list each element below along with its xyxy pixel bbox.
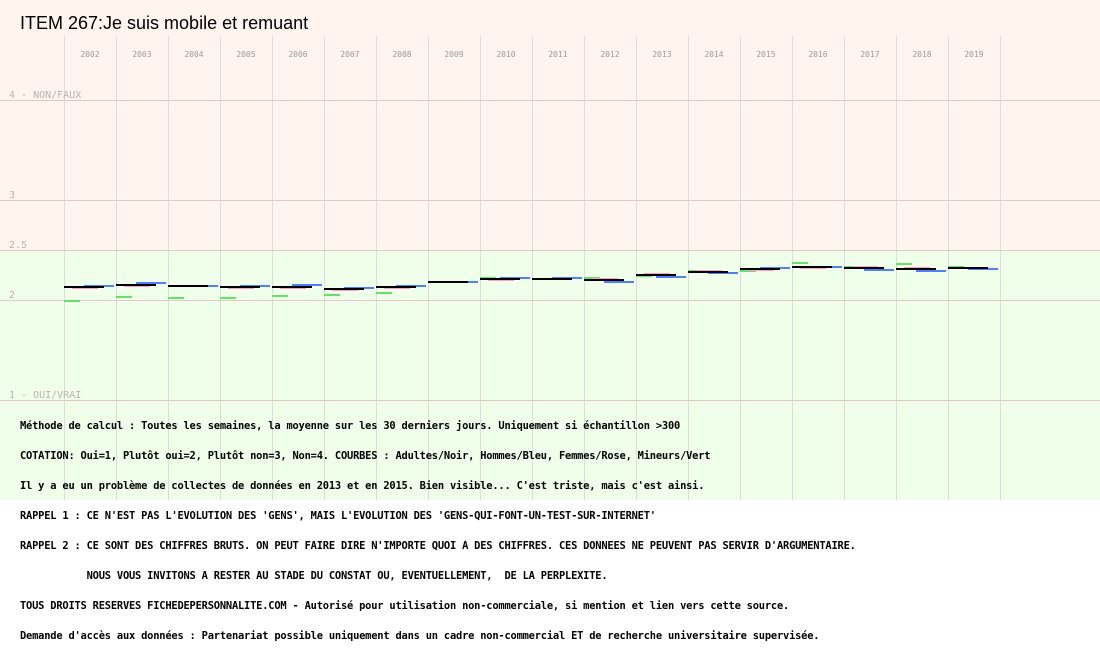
note-line: Il y a eu un problème de collectes de do…: [20, 480, 705, 492]
y-tick-label: 4 - NON/FAUX: [9, 90, 81, 101]
background-zones: [0, 0, 1100, 500]
x-tick-label: 2006: [288, 50, 307, 59]
note-line: TOUS DROITS RESERVES FICHEDEPERSONNALITE…: [20, 600, 790, 612]
y-axis-ticks: 4 - NON/FAUX 3 2.5 2 1 - OUI/VRAI: [9, 90, 81, 401]
x-tick-label: 2013: [652, 50, 671, 59]
x-tick-label: 2011: [548, 50, 567, 59]
x-tick-label: 2012: [600, 50, 619, 59]
x-tick-label: 2008: [392, 50, 411, 59]
x-tick-label: 2007: [340, 50, 359, 59]
note-line: Demande d'accès aux données : Partenaria…: [20, 630, 820, 642]
x-tick-label: 2015: [756, 50, 775, 59]
note-line: RAPPEL 2 : CE SONT DES CHIFFRES BRUTS. O…: [20, 540, 856, 552]
x-tick-label: 2018: [912, 50, 931, 59]
zone-band: [0, 250, 1100, 500]
chart-title: ITEM 267:Je suis mobile et remuant: [20, 13, 308, 33]
x-tick-label: 2009: [444, 50, 463, 59]
x-tick-label: 2019: [964, 50, 983, 59]
y-tick-label: 2.5: [9, 240, 27, 251]
x-tick-label: 2003: [132, 50, 151, 59]
x-tick-label: 2016: [808, 50, 827, 59]
y-tick-label: 1 - OUI/VRAI: [9, 390, 81, 401]
note-line: NOUS VOUS INVITONS A RESTER AU STADE DU …: [20, 570, 608, 582]
x-tick-label: 2010: [496, 50, 515, 59]
x-tick-label: 2002: [80, 50, 99, 59]
x-tick-label: 2017: [860, 50, 879, 59]
zone-band: [0, 0, 1100, 250]
x-axis-ticks: 2002 2003 2004 2005 2006 2007 2008 2009 2010 2011…: [80, 50, 983, 59]
note-line: RAPPEL 1 : CE N'EST PAS L'EVOLUTION DES …: [20, 510, 656, 522]
note-line: COTATION: Oui=1, Plutôt oui=2, Plutôt no…: [20, 450, 711, 462]
series-group: [64, 262, 998, 302]
notes-block: Méthode de calcul : Toutes les semaines,…: [20, 401, 1095, 651]
x-tick-label: 2014: [704, 50, 723, 59]
x-tick-label: 2005: [236, 50, 255, 59]
note-line: Méthode de calcul : Toutes les semaines,…: [20, 420, 681, 432]
grid-lines: [0, 36, 1100, 500]
y-tick-label: 2: [9, 290, 15, 301]
x-tick-label: 2004: [184, 50, 203, 59]
y-tick-label: 3: [9, 190, 15, 201]
series-adultes: [64, 266, 988, 290]
